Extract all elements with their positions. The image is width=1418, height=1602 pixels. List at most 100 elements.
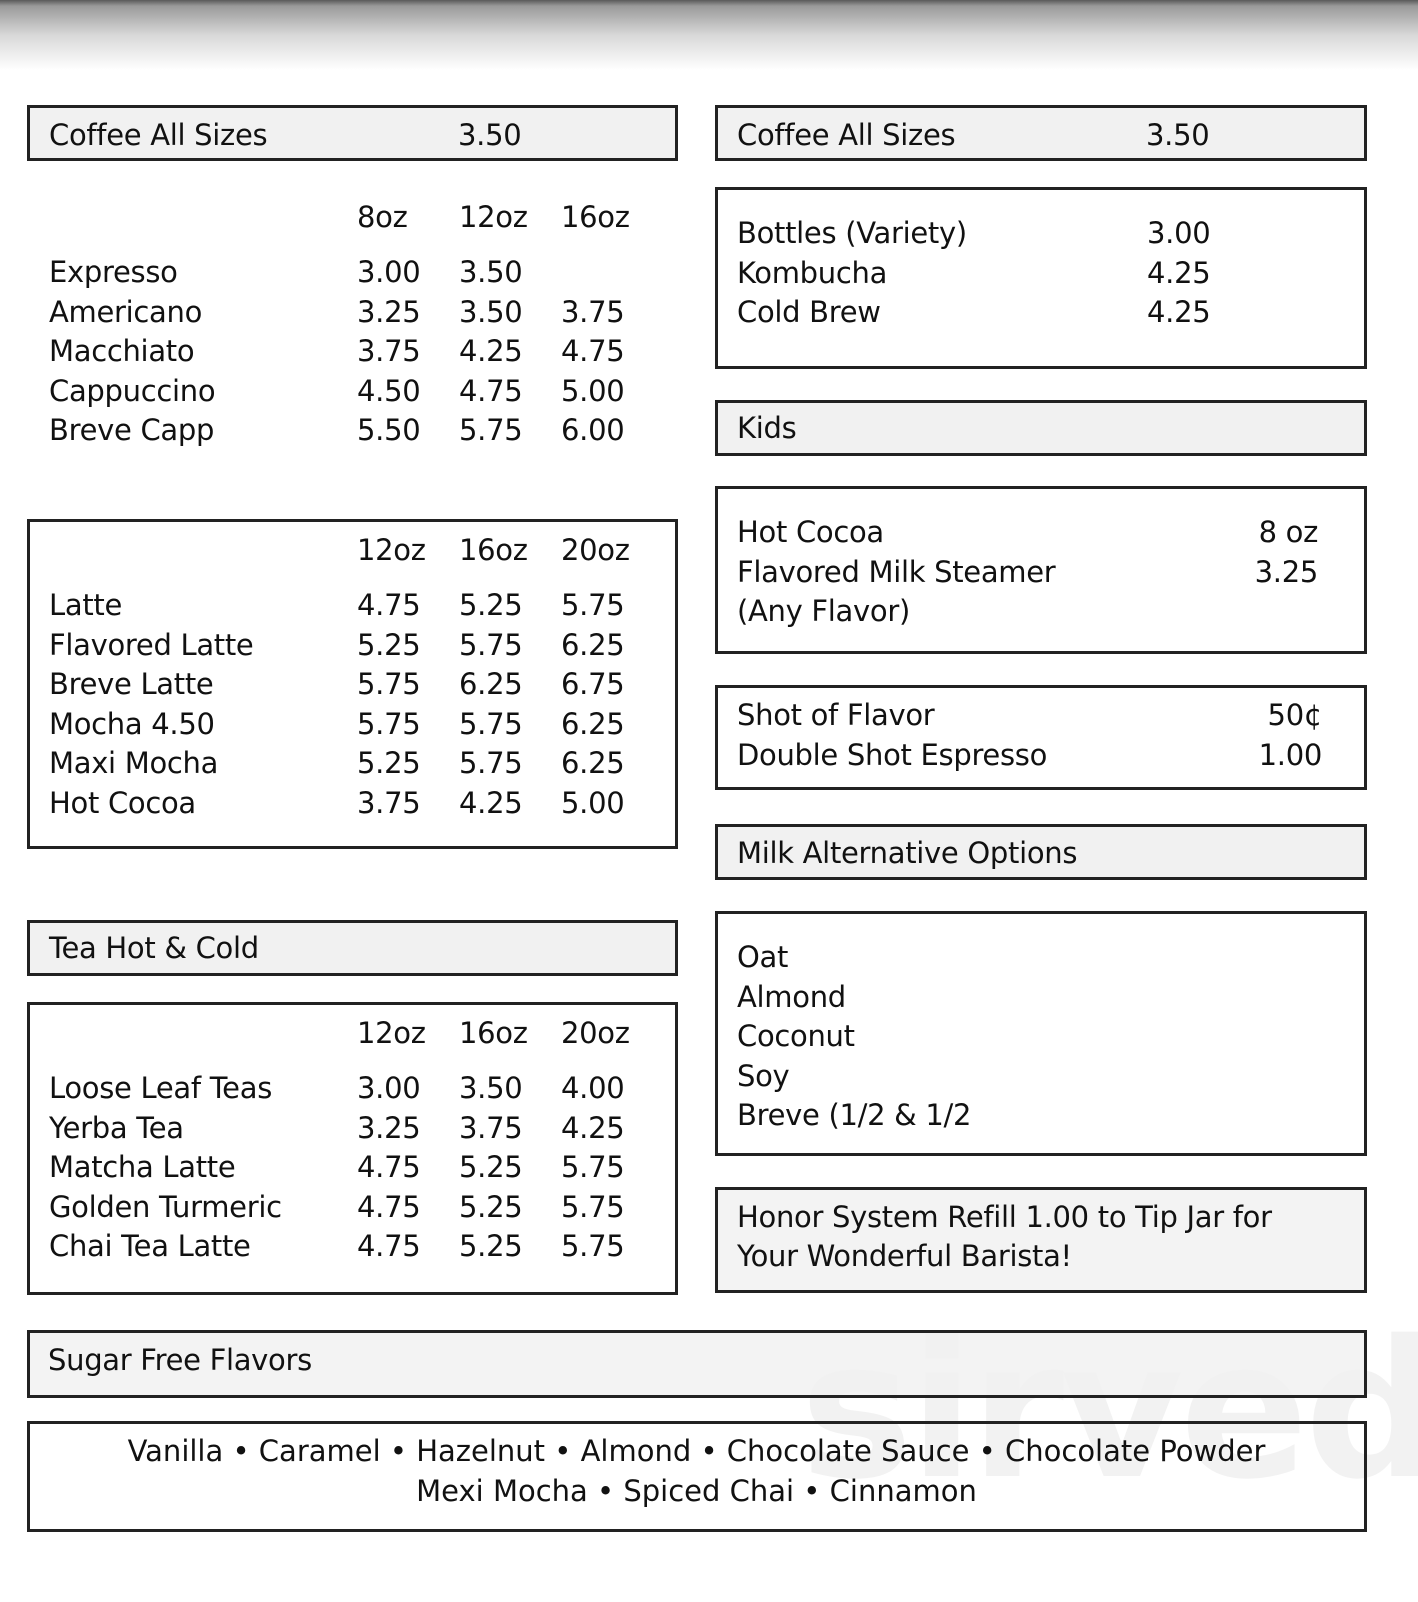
size-header: 12oz (357, 1016, 426, 1050)
item-price: 4.75 (357, 1150, 421, 1184)
item-name: Matcha Latte (49, 1150, 236, 1184)
milk-option: Oat (737, 940, 789, 974)
section-title: Coffee All Sizes (49, 118, 268, 152)
item-price: 5.00 (561, 785, 625, 820)
item-price: 5.75 (357, 706, 421, 741)
item-price: 50¢ (1267, 698, 1323, 732)
item-price: 4.00 (561, 1071, 625, 1105)
item-name: Latte (49, 588, 123, 622)
item-price: 4.75 (357, 588, 421, 622)
section-title: Sugar Free Flavors (48, 1343, 312, 1377)
sugar-free-header (27, 1330, 1367, 1398)
kids-box (715, 486, 1367, 654)
item-name: Hot Cocoa (737, 515, 884, 549)
size-header: 20oz (561, 533, 630, 567)
item-name: Double Shot Espresso (737, 737, 1048, 772)
item-price: 4.75 (459, 373, 523, 408)
tea-header (27, 920, 678, 976)
item-price: 3.25 (357, 1110, 421, 1145)
size-header: 12oz (459, 200, 528, 234)
size-header: 12oz (357, 533, 426, 567)
item-price: 3.00 (357, 255, 421, 289)
milk-box (715, 911, 1367, 1156)
section-title: Tea Hot & Cold (49, 931, 259, 965)
section-title: Milk Alternative Options (737, 836, 1078, 870)
item-price: 5.25 (459, 1189, 523, 1224)
item-name: Yerba Tea (49, 1110, 184, 1145)
item-name: Breve Capp (49, 413, 215, 447)
item-name: Hot Cocoa (49, 785, 196, 820)
size-header: 16oz (459, 1016, 528, 1050)
item-price: 5.75 (561, 588, 625, 622)
item-price: 3.00 (1147, 216, 1211, 250)
item-name: Macchiato (49, 334, 195, 368)
item-price: 5.75 (357, 667, 421, 701)
item-price: 4.25 (459, 334, 523, 368)
item-name: (Any Flavor) (737, 594, 910, 628)
item-price: 6.25 (561, 746, 625, 780)
item-price: 5.75 (561, 1150, 625, 1184)
size-header: 16oz (459, 533, 528, 567)
item-price: 3.50 (459, 294, 523, 329)
item-price: 3.75 (459, 1110, 523, 1145)
item-price: 5.50 (357, 413, 421, 447)
item-name: Loose Leaf Teas (49, 1071, 272, 1105)
item-price: 6.25 (561, 627, 625, 662)
honor-line: Your Wonderful Barista! (737, 1239, 1072, 1273)
item-name: Golden Turmeric (49, 1189, 282, 1224)
item-price: 3.25 (1254, 554, 1319, 589)
sugar-free-box (27, 1421, 1367, 1532)
item-price: 3.25 (357, 294, 421, 329)
item-price: 5.25 (357, 746, 421, 780)
item-price: 3.75 (357, 785, 421, 820)
item-name: Americano (49, 294, 203, 329)
flavors-line: Vanilla • Caramel • Hazelnut • Almond • … (127, 1434, 1266, 1468)
honor-line: Honor System Refill 1.00 to Tip Jar for (737, 1200, 1272, 1234)
item-price: 5.25 (357, 627, 421, 662)
item-price: 5.75 (561, 1189, 625, 1224)
size-header: 8oz (357, 200, 408, 234)
latte-box (27, 519, 678, 849)
item-price: 4.25 (459, 785, 523, 820)
item-name: Kombucha (737, 255, 888, 290)
item-name: Flavored Milk Steamer (737, 554, 1056, 589)
item-name: Flavored Latte (49, 627, 254, 662)
item-price: 1.00 (1258, 737, 1323, 772)
top-shadow (0, 0, 1418, 70)
kids-header (715, 400, 1367, 456)
item-price: 8 oz (1258, 515, 1319, 549)
item-price: 4.25 (561, 1110, 625, 1145)
item-price: 6.25 (561, 706, 625, 741)
item-price: 4.75 (357, 1189, 421, 1224)
item-price: 6.00 (561, 413, 625, 447)
item-price: 5.75 (459, 706, 523, 741)
item-name: Shot of Flavor (737, 698, 935, 732)
tea-box (27, 1002, 678, 1295)
section-title: Kids (737, 411, 797, 445)
item-price: 5.75 (459, 746, 523, 780)
bottles-box (715, 187, 1367, 369)
item-price: 5.75 (459, 627, 523, 662)
item-price: 6.75 (561, 667, 625, 701)
item-price: 3.00 (357, 1071, 421, 1105)
item-name: Chai Tea Latte (49, 1229, 251, 1263)
item-price: 4.50 (357, 373, 421, 408)
item-price: 3.75 (357, 334, 421, 368)
item-price: 5.00 (561, 373, 625, 408)
item-price: 6.25 (459, 667, 523, 701)
item-name: Cold Brew (737, 295, 881, 329)
item-price: 5.25 (459, 1150, 523, 1184)
extras-box (715, 685, 1367, 790)
flavors-line: Mexi Mocha • Spiced Chai • Cinnamon (416, 1474, 977, 1508)
item-price: 5.25 (459, 1229, 523, 1263)
milk-option: Breve (1/2 & 1/2 (737, 1098, 972, 1132)
item-price: 5.75 (459, 413, 523, 447)
item-name: Cappuccino (49, 373, 216, 408)
coffee-all-sizes-header (715, 105, 1367, 161)
item-price: 4.25 (1147, 255, 1211, 290)
item-price: 5.75 (561, 1229, 625, 1263)
section-title: Coffee All Sizes (737, 118, 956, 152)
item-price: 4.75 (357, 1229, 421, 1263)
item-name: Mocha 4.50 (49, 706, 215, 741)
milk-option: Soy (737, 1058, 790, 1093)
